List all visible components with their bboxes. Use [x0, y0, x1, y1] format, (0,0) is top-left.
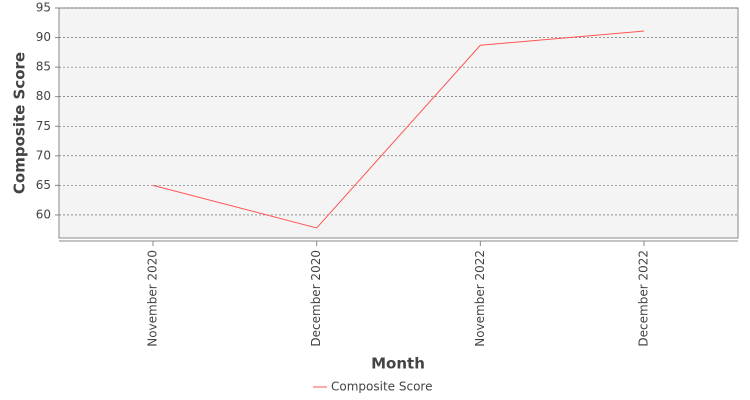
legend-label: Composite Score — [331, 380, 432, 394]
plot-area — [58, 7, 739, 239]
x-tick-label: December 2020 — [309, 250, 323, 347]
y-tick-label: 80 — [36, 89, 51, 103]
x-axis-title: Month — [371, 355, 425, 373]
y-axis-title: Composite Score — [11, 52, 29, 194]
y-tick-label: 70 — [36, 148, 51, 162]
x-tick-label: December 2022 — [637, 250, 651, 347]
y-tick-label: 65 — [36, 178, 51, 192]
y-tick-label: 95 — [36, 1, 51, 15]
line-series — [152, 30, 645, 229]
y-tick-label: 85 — [36, 60, 51, 74]
x-tick-label: November 2022 — [473, 250, 487, 347]
y-tick-label: 75 — [36, 119, 51, 133]
x-tick-label: November 2020 — [146, 250, 160, 347]
y-tick-label: 60 — [36, 207, 51, 221]
y-tick-label: 90 — [36, 30, 51, 44]
